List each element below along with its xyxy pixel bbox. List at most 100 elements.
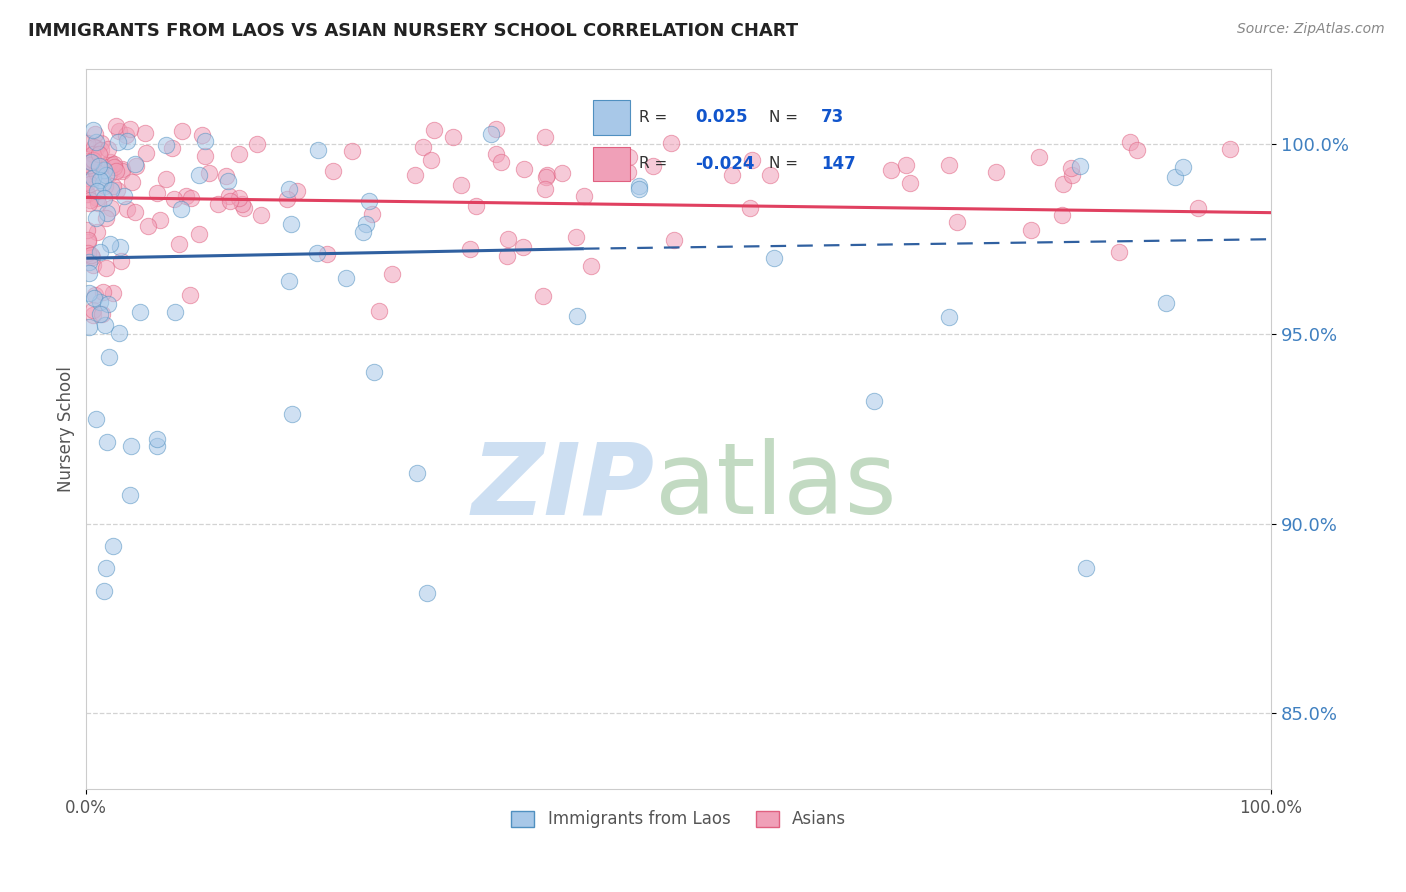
Point	[627, 179, 650, 194]
Point	[898, 176, 921, 190]
Point	[104, 119, 127, 133]
Point	[97, 297, 120, 311]
Point	[420, 153, 443, 167]
Point	[118, 121, 141, 136]
Point	[115, 128, 138, 142]
Point	[93, 191, 115, 205]
Point	[536, 169, 558, 184]
Point	[232, 201, 254, 215]
Point	[513, 161, 536, 176]
Point	[489, 155, 512, 169]
Point	[117, 134, 139, 148]
Point	[79, 154, 101, 169]
Point	[82, 169, 104, 184]
Point	[215, 169, 238, 183]
Point	[89, 173, 111, 187]
Point	[1171, 161, 1194, 175]
Point	[170, 202, 193, 216]
Point	[880, 162, 903, 177]
Text: IMMIGRANTS FROM LAOS VS ASIAN NURSERY SCHOOL CORRELATION CHART: IMMIGRANTS FROM LAOS VS ASIAN NURSERY SC…	[28, 22, 799, 40]
Point	[194, 149, 217, 163]
Point	[76, 154, 98, 169]
Point	[342, 144, 364, 158]
Point	[1060, 161, 1083, 176]
Point	[285, 184, 308, 198]
Point	[98, 350, 121, 364]
Point	[89, 294, 111, 309]
Point	[1028, 150, 1050, 164]
Point	[100, 201, 122, 215]
Point	[100, 158, 122, 172]
Point	[146, 432, 169, 446]
Point	[617, 165, 640, 179]
Point	[188, 168, 211, 182]
Point	[108, 123, 131, 137]
Point	[146, 439, 169, 453]
Point	[80, 248, 103, 262]
Point	[87, 146, 110, 161]
Point	[496, 232, 519, 246]
Point	[465, 199, 488, 213]
Point	[307, 246, 329, 260]
Point	[84, 136, 107, 150]
Point	[90, 143, 112, 157]
Point	[77, 195, 100, 210]
Point	[98, 155, 121, 169]
Point	[450, 178, 472, 192]
Point	[307, 143, 329, 157]
Point	[83, 128, 105, 142]
Point	[938, 158, 960, 172]
Point	[94, 318, 117, 332]
Point	[1060, 168, 1083, 182]
Point	[228, 191, 250, 205]
Point	[165, 304, 187, 318]
Point	[1156, 296, 1178, 310]
Point	[84, 412, 107, 426]
Point	[567, 310, 589, 324]
Point	[124, 159, 146, 173]
Point	[77, 246, 100, 260]
Point	[124, 157, 146, 171]
Point	[91, 307, 114, 321]
Point	[169, 237, 191, 252]
Point	[1118, 135, 1140, 149]
Point	[741, 153, 763, 167]
Point	[352, 225, 374, 239]
Point	[485, 147, 508, 161]
Point	[103, 161, 125, 175]
Point	[117, 202, 139, 217]
Point	[479, 127, 502, 141]
Point	[97, 167, 120, 181]
Point	[659, 136, 682, 150]
Point	[86, 225, 108, 239]
Point	[572, 188, 595, 202]
Point	[641, 160, 664, 174]
Point	[82, 171, 104, 186]
Point	[129, 305, 152, 319]
Point	[946, 214, 969, 228]
Point	[103, 179, 125, 194]
Point	[121, 175, 143, 189]
Point	[96, 211, 118, 225]
Point	[198, 166, 221, 180]
Point	[564, 229, 586, 244]
Point	[218, 189, 240, 203]
Point	[335, 271, 357, 285]
Text: Source: ZipAtlas.com: Source: ZipAtlas.com	[1237, 22, 1385, 37]
Point	[162, 192, 184, 206]
Point	[1050, 208, 1073, 222]
Point	[249, 208, 271, 222]
Point	[180, 191, 202, 205]
Point	[179, 288, 201, 302]
Point	[96, 168, 118, 182]
Point	[357, 194, 380, 209]
Point	[763, 251, 786, 265]
Point	[219, 194, 242, 208]
Point	[118, 488, 141, 502]
Point	[1164, 169, 1187, 184]
Point	[83, 291, 105, 305]
Point	[90, 159, 112, 173]
Point	[76, 223, 98, 237]
Point	[77, 233, 100, 247]
Point	[94, 561, 117, 575]
